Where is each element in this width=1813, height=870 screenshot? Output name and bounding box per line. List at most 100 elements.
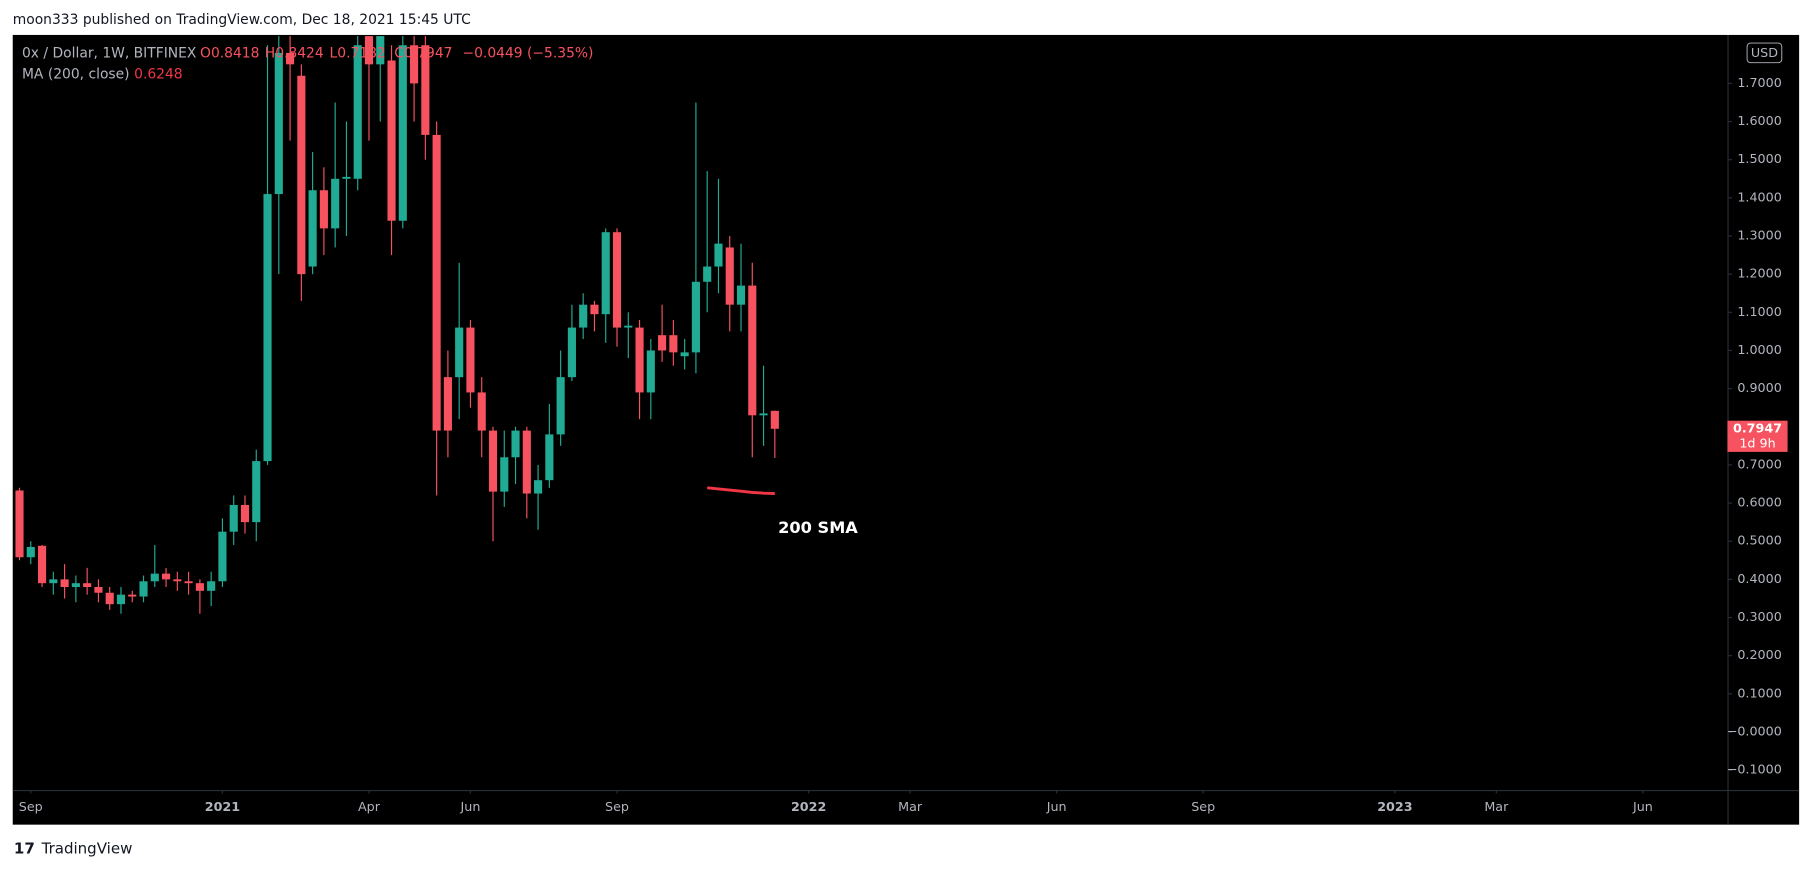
- candle-body: [455, 327, 464, 378]
- candle-body: [646, 350, 655, 393]
- y-tick-label: 1.2000: [1737, 266, 1781, 281]
- candle-body: [522, 430, 531, 494]
- ma-legend-label: MA (200, close): [22, 66, 130, 82]
- candle-body: [105, 592, 114, 605]
- y-tick-label: 0.7000: [1737, 456, 1781, 471]
- candle-body: [252, 461, 261, 523]
- y-tick-label: 0.4000: [1737, 571, 1781, 586]
- legend-ohlc-value: H0.8424: [265, 45, 324, 61]
- legend-change: −0.0449 (−5.35%): [463, 45, 594, 61]
- candle-body: [691, 281, 700, 353]
- plot: 1.7000 1.6000 1.5000 1.4000 1.3000 1.2000 1.10…: [15, 36, 1788, 814]
- candle-body: [635, 327, 644, 393]
- y-tick-label: −0.1000: [1727, 762, 1782, 777]
- candle-body: [534, 480, 543, 494]
- candle-body: [263, 194, 272, 462]
- candle-body: [488, 430, 498, 492]
- candle-body: [286, 52, 295, 65]
- candle-body: [60, 579, 69, 588]
- candle-body: [195, 583, 204, 591]
- legend-ohlc-value: L0.7182: [330, 45, 386, 61]
- candle-body: [398, 45, 407, 221]
- y-tick-label: 1.4000: [1737, 189, 1781, 204]
- logo-mark: 17: [14, 839, 35, 857]
- candle-body: [466, 327, 475, 393]
- x-tick-label: Jun: [1046, 799, 1067, 814]
- y-tick-label: 1.6000: [1737, 113, 1781, 128]
- x-tick-label: Jun: [1632, 799, 1653, 814]
- x-tick-label: Mar: [898, 799, 923, 814]
- byline: moon333 published on TradingView.com, De…: [13, 12, 471, 28]
- candle-body: [274, 52, 283, 195]
- y-tick-label: 0.2000: [1737, 647, 1781, 662]
- candle-body: [342, 176, 351, 179]
- candle-body: [669, 335, 678, 353]
- legend-symbol: 0x / Dollar, 1W, BITFINEX: [22, 45, 197, 61]
- y-tick-label: 1.3000: [1737, 228, 1781, 243]
- y-tick-label: 0.1000: [1737, 685, 1781, 700]
- brand[interactable]: TradingView: [41, 839, 133, 857]
- candle-body: [680, 352, 689, 357]
- x-tick-label: Mar: [1484, 799, 1509, 814]
- candle-body: [612, 232, 622, 328]
- candle-body: [624, 325, 633, 328]
- legend-ohlc-value: O0.8418: [200, 45, 259, 61]
- candle-body: [116, 594, 126, 605]
- candle-body: [759, 413, 768, 416]
- candle-body: [477, 392, 486, 431]
- candle-body: [331, 178, 340, 229]
- legend-ohlc-value: C0.7947: [394, 45, 452, 61]
- candle-body: [26, 546, 35, 558]
- y-tick-label: 0.6000: [1737, 495, 1781, 510]
- ma-legend-value: 0.6248: [134, 66, 183, 82]
- candle-body: [218, 531, 227, 582]
- candle-body: [387, 60, 396, 221]
- countdown-label: 1d 9h: [1739, 435, 1775, 450]
- candle-body: [128, 594, 137, 597]
- y-tick-label: 1.1000: [1737, 304, 1781, 319]
- candle-body: [297, 75, 306, 275]
- candle-body: [590, 304, 599, 315]
- last-price-tag: [1727, 420, 1788, 452]
- candle-body: [601, 232, 610, 315]
- x-tick-label: Sep: [1191, 799, 1215, 814]
- overlay: 0x / Dollar, 1W, BITFINEX O0.8418 H0.8424…: [22, 42, 1783, 537]
- candle-body: [207, 581, 216, 591]
- candle-body: [770, 410, 779, 429]
- candle-body: [500, 457, 509, 492]
- x-tick-label: Jun: [460, 799, 481, 814]
- candle-body: [511, 430, 520, 458]
- candle-body: [83, 583, 92, 588]
- x-tick-label: Sep: [605, 799, 629, 814]
- candle-body: [714, 243, 723, 267]
- candle-body: [364, 36, 374, 65]
- candle-body: [545, 434, 554, 481]
- currency-box[interactable]: [1746, 42, 1783, 64]
- candle-body: [353, 45, 362, 179]
- ma-line: [707, 486, 775, 496]
- last-price-label: 0.7947: [1733, 420, 1782, 435]
- x-tick-label: Sep: [19, 799, 43, 814]
- candle-body: [567, 327, 576, 378]
- candle-body: [658, 335, 667, 351]
- candle-body: [736, 285, 746, 305]
- currency-label[interactable]: USD: [1751, 45, 1778, 60]
- candle-body: [150, 573, 159, 582]
- candle-body: [38, 545, 47, 584]
- y-tick-label: 0.3000: [1737, 609, 1781, 624]
- candle-body: [308, 190, 317, 267]
- candle-body: [319, 190, 328, 229]
- annotation: 200 SMA: [778, 518, 858, 537]
- candle-body: [49, 579, 58, 584]
- candle-body: [703, 266, 712, 282]
- candle-body: [432, 134, 441, 431]
- candle-body: [240, 504, 250, 523]
- candle-body: [94, 587, 103, 593]
- candle-body: [579, 304, 588, 328]
- candle-body: [410, 45, 419, 84]
- candle-body: [229, 504, 238, 532]
- y-tick-label: 0.9000: [1737, 380, 1781, 395]
- footer-logo[interactable]: 17 TradingView: [14, 839, 132, 857]
